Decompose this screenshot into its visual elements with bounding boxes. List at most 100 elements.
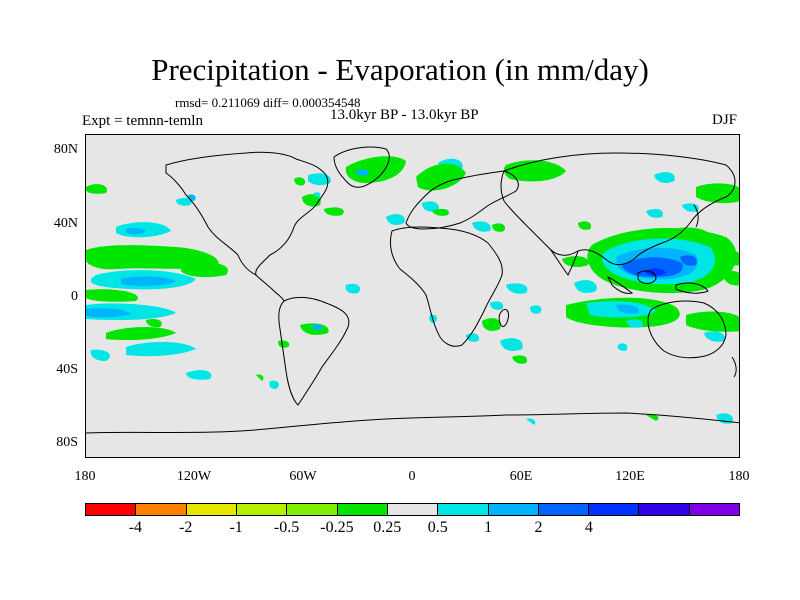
colorbar-box [236,504,288,515]
field-cyan [116,222,171,238]
y-tick-80n: 80N [53,142,78,157]
field-cyan [269,380,279,389]
field-light-blue [121,276,176,286]
coast-borneo [637,270,657,284]
field-green [503,160,566,182]
field-green [722,270,739,286]
field-cyan [704,331,725,342]
colorbar-box [136,504,187,515]
colorbar-box [86,504,137,515]
colorbar-box [387,504,439,515]
coast-antarctica [86,412,739,434]
colorbar-box [287,504,338,515]
field-cyan [308,173,331,186]
colorbar-label: -1 [229,519,243,536]
field-green [345,156,406,183]
coast-japan [693,204,699,228]
coast-india [549,248,579,276]
field-cyan [526,418,536,425]
field-green [482,318,501,331]
field-cyan [90,349,111,361]
field-cyan [186,370,212,380]
colorbar-box [438,504,489,515]
field-green [106,327,176,341]
field-light-blue [616,304,639,314]
y-tick-0: 0 [71,289,78,304]
coast-africa [389,226,503,347]
field-green [562,256,589,267]
field-cyan [126,341,196,357]
coast-new-guinea [675,282,709,294]
map-panel [85,134,740,458]
x-tick-180e: 180 [728,469,750,484]
colorbar-box [689,504,740,515]
field-cyan [530,305,542,314]
field-green [492,223,506,232]
coast-south-america [278,296,350,406]
field-cyan [422,201,439,212]
colorbar-box [639,504,690,515]
field-dark-blue [644,268,666,276]
field-cyan [500,338,523,351]
field-green [432,208,449,216]
colorbar-label: 1 [484,519,493,536]
season-label: DJF [712,112,738,128]
period-subtitle: 13.0kyr BP - 13.0kyr BP [330,107,479,123]
field-green [686,311,739,332]
field-cyan [386,214,405,225]
coast-greenland [333,146,390,188]
colorbar-label: 2 [534,519,543,536]
field-light-blue [86,308,131,318]
x-tick-0: 0 [408,469,416,484]
field-cyan [472,221,491,232]
coastlines [86,146,739,434]
field-green [416,163,466,191]
plot-title: Precipitation - Evaporation (in mm/day) [151,52,649,87]
coast-asia [500,152,736,266]
y-tick-80s: 80S [56,435,78,450]
field-green [256,374,264,381]
x-tick-60w: 60W [289,469,317,484]
field-cyan [490,301,504,310]
x-tick-120e: 120E [615,469,645,484]
field-green [696,183,739,204]
field-green [646,414,659,421]
coast-europe [405,170,519,230]
field-cyan [506,283,528,294]
coast-australia [647,300,727,359]
field-green [302,194,321,207]
field-blue [622,257,683,277]
coast-central-america [255,274,285,302]
field-green [86,245,219,270]
field-light-blue [312,324,323,331]
colorbar-label: 4 [584,519,593,536]
field-cyan [654,172,675,183]
field-cyan [574,280,597,293]
experiment-label: Expt = temnn-temln [82,113,203,129]
x-tick-180w: 180 [74,469,96,484]
colorbar-box [589,504,640,515]
field-green [146,318,162,328]
colorbar-label: 0.25 [373,519,402,536]
field-cyan [345,283,361,294]
colorbar-label: -0.5 [273,519,300,536]
colorbar-box [186,504,237,515]
field-green [86,184,107,194]
field-light-blue [356,169,369,176]
field-green [578,221,592,230]
colorbar-label: 0.5 [427,519,448,536]
field-green [324,207,344,216]
colorbar-label: -4 [128,519,143,536]
y-tick-40s: 40S [56,362,78,377]
anomaly-fields [86,156,739,425]
x-tick-120w: 120W [176,469,212,484]
colorbar-label: -2 [179,519,193,536]
field-green [512,355,528,364]
coast-north-america [165,151,329,276]
field-cyan [176,197,192,206]
field-green [278,340,290,348]
field-green [181,262,228,278]
colorbar-box [337,504,388,515]
colorbar [85,503,740,516]
coast-new-zealand [731,356,737,378]
